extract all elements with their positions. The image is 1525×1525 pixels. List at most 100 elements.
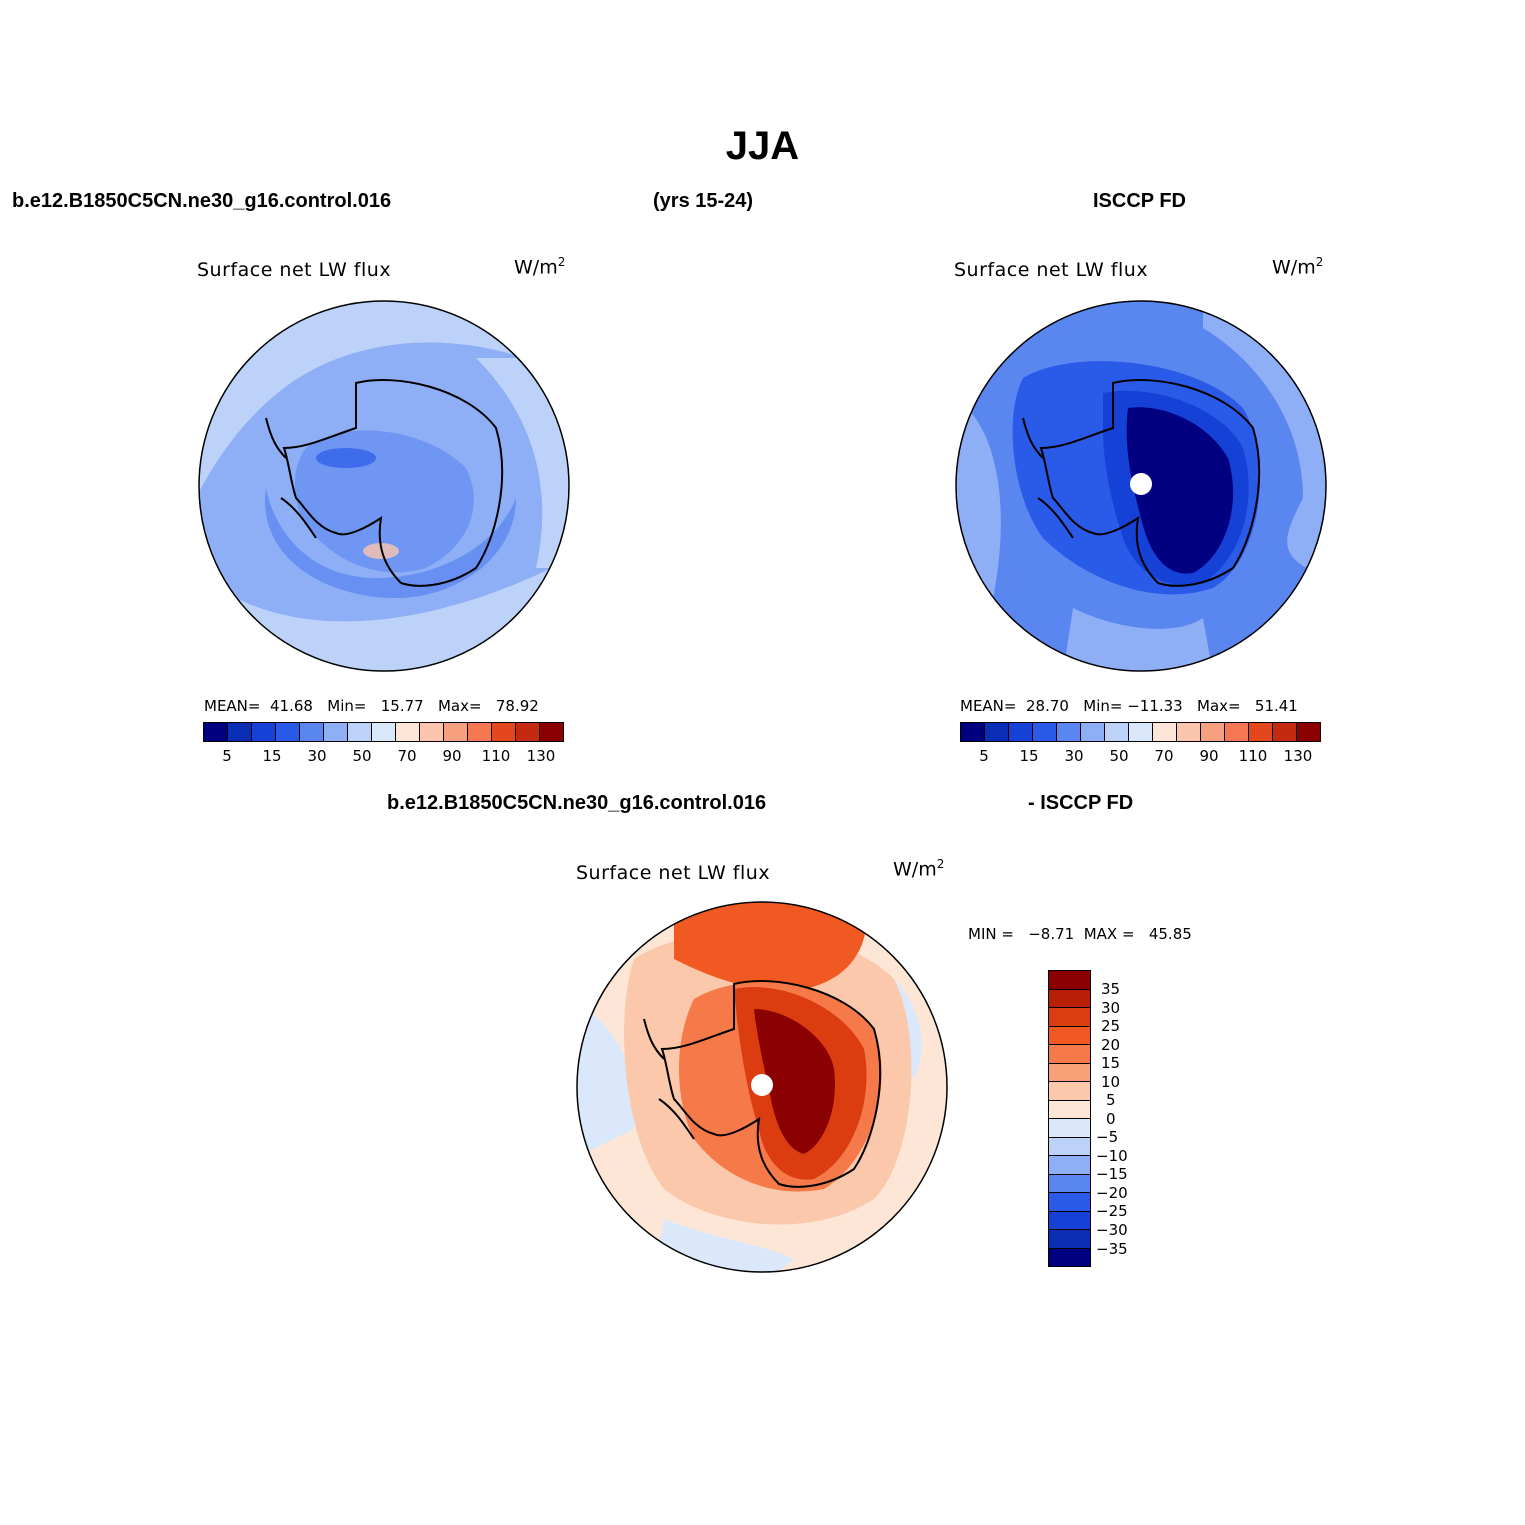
color-swatch (1049, 1026, 1090, 1045)
diff-colorbar-label: 20 (1101, 1036, 1121, 1054)
color-swatch (1129, 723, 1153, 741)
colorbar-label: 90 (1199, 747, 1219, 765)
color-swatch (1201, 723, 1225, 741)
colorbar-swatches (960, 722, 1321, 742)
color-swatch (396, 723, 420, 741)
color-swatch (1049, 1193, 1090, 1212)
color-swatch (1049, 971, 1090, 990)
color-swatch (1049, 1137, 1090, 1156)
diff-colorbar-swatches (1048, 970, 1091, 1267)
color-swatch (228, 723, 252, 741)
panel-title: Surface net LW flux (954, 259, 1149, 281)
colorbar-label: 50 (352, 747, 372, 765)
color-swatch (1049, 1008, 1090, 1027)
colorbar (960, 722, 1321, 742)
colorbar-label: 70 (397, 747, 417, 765)
colorbar (203, 722, 564, 742)
color-swatch (444, 723, 468, 741)
color-swatch (540, 723, 563, 741)
color-swatch (1049, 1248, 1090, 1266)
color-swatch (1249, 723, 1273, 741)
main-title: JJA (725, 124, 800, 168)
color-swatch (492, 723, 516, 741)
color-swatch (348, 723, 372, 741)
colorbar-label: 110 (481, 747, 511, 765)
colorbar-label: 70 (1154, 747, 1174, 765)
color-swatch (300, 723, 324, 741)
colorbar-label: 90 (442, 747, 462, 765)
color-swatch (1105, 723, 1129, 741)
color-swatch (468, 723, 492, 741)
colorbar-label: 50 (1109, 747, 1129, 765)
color-swatch (1049, 1211, 1090, 1230)
color-swatch (1049, 1230, 1090, 1249)
color-swatch (1049, 1119, 1090, 1138)
diff-colorbar-label: −5 (1096, 1128, 1119, 1146)
color-swatch (1049, 1063, 1090, 1082)
colorbar-label: 15 (1019, 747, 1039, 765)
obs-label-bottom: - ISCCP FD (1028, 792, 1134, 814)
color-swatch (204, 723, 228, 741)
colorbar-label: 130 (1283, 747, 1313, 765)
colorbar-label: 5 (979, 747, 989, 765)
color-swatch (985, 723, 1009, 741)
panel-unit: W/m2 (1272, 255, 1324, 279)
color-swatch (1049, 1100, 1090, 1119)
color-swatch (1153, 723, 1177, 741)
diff-colorbar-label: 35 (1101, 980, 1121, 998)
color-swatch (1225, 723, 1249, 741)
colorbar-label: 110 (1238, 747, 1268, 765)
color-swatch (1049, 989, 1090, 1008)
color-swatch (1049, 1174, 1090, 1193)
diff-colorbar-label: 25 (1101, 1017, 1121, 1035)
panel-unit: W/m2 (893, 857, 945, 881)
colorbar-label: 30 (1064, 747, 1084, 765)
panel-title: Surface net LW flux (576, 862, 771, 884)
panel-stats: MEAN= 41.68 Min= 15.77 Max= 78.92 (204, 697, 539, 715)
diff-colorbar-label: −25 (1096, 1202, 1128, 1220)
diff-colorbar-label: 0 (1106, 1110, 1116, 1128)
colorbar-label: 130 (526, 747, 556, 765)
colorbar-swatches (203, 722, 564, 742)
color-swatch (1273, 723, 1297, 741)
color-swatch (1057, 723, 1081, 741)
diff-colorbar-label: −15 (1096, 1165, 1128, 1183)
panel-unit: W/m2 (514, 255, 566, 279)
difference-polar-map (576, 901, 948, 1273)
color-swatch (516, 723, 540, 741)
color-swatch (324, 723, 348, 741)
case-label-bottom: b.e12.B1850C5CN.ne30_g16.control.016 (387, 792, 767, 814)
panel-stats: MIN = −8.71 MAX = 45.85 (968, 925, 1192, 943)
color-swatch (420, 723, 444, 741)
color-swatch (372, 723, 396, 741)
color-swatch (1009, 723, 1033, 741)
diff-colorbar-label: 30 (1101, 999, 1121, 1017)
model-polar-map (198, 300, 570, 672)
color-swatch (1081, 723, 1105, 741)
diff-colorbar (1048, 970, 1091, 1267)
color-swatch (1049, 1156, 1090, 1175)
diff-colorbar-label: −30 (1096, 1221, 1128, 1239)
diff-colorbar-label: 10 (1101, 1073, 1121, 1091)
panel-stats: MEAN= 28.70 Min= −11.33 Max= 51.41 (960, 697, 1298, 715)
obs-label-top: ISCCP FD (1093, 190, 1186, 212)
obs-polar-map (955, 300, 1327, 672)
color-swatch (961, 723, 985, 741)
color-swatch (252, 723, 276, 741)
color-swatch (1297, 723, 1320, 741)
colorbar-label: 15 (262, 747, 282, 765)
diff-colorbar-label: 5 (1106, 1091, 1116, 1109)
color-swatch (276, 723, 300, 741)
years-label: (yrs 15-24) (653, 190, 754, 212)
color-swatch (1049, 1082, 1090, 1101)
panel-title: Surface net LW flux (197, 259, 392, 281)
diff-colorbar-label: −10 (1096, 1147, 1128, 1165)
diff-colorbar-label: −35 (1096, 1240, 1128, 1258)
color-swatch (1033, 723, 1057, 741)
diff-colorbar-label: −20 (1096, 1184, 1128, 1202)
colorbar-label: 5 (222, 747, 232, 765)
color-swatch (1177, 723, 1201, 741)
color-swatch (1049, 1045, 1090, 1064)
colorbar-label: 30 (307, 747, 327, 765)
diff-colorbar-label: 15 (1101, 1054, 1121, 1072)
